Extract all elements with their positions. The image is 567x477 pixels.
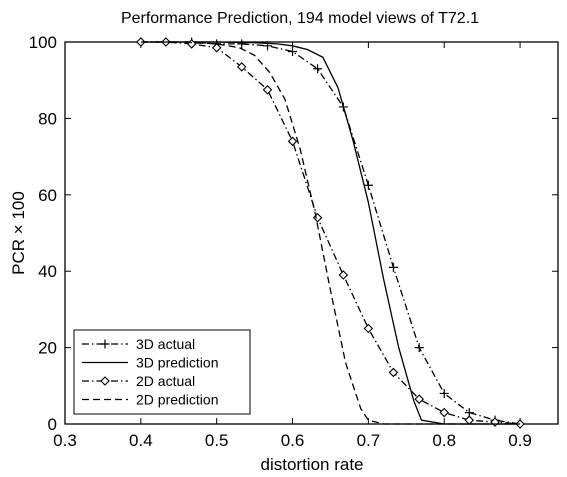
legend-marker — [100, 376, 110, 386]
legend-label: 2D prediction — [136, 392, 219, 408]
y-tick-label: 100 — [29, 33, 57, 52]
legend-item: 2D actual — [82, 373, 195, 389]
x-tick-label: 0.3 — [53, 431, 77, 450]
legend-item: 3D actual — [82, 336, 195, 352]
y-tick-label: 0 — [48, 415, 57, 434]
data-point-2d-actual — [211, 42, 222, 53]
series-3d-prediction — [140, 41, 521, 425]
data-point-3d-actual — [237, 39, 247, 49]
data-point-2d-actual — [464, 415, 475, 425]
data-point-3d-actual — [414, 343, 424, 353]
data-point-2d-actual — [388, 367, 399, 378]
chart-title: Performance Prediction, 194 model views … — [121, 10, 479, 27]
x-axis-label: distortion rate — [261, 455, 364, 474]
legend-marker — [100, 339, 110, 349]
x-tick-label: 0.8 — [432, 431, 456, 450]
legend-label: 2D actual — [136, 373, 195, 389]
y-tick-label: 80 — [38, 109, 57, 128]
series-2d-actual — [136, 37, 525, 429]
x-axis-ticks: 0.3 0.4 0.5 0.6 0.7 0.8 0.9 — [53, 42, 532, 450]
data-point-2d-actual — [338, 270, 349, 280]
data-point-2d-actual — [439, 407, 450, 418]
y-tick-label: 60 — [38, 186, 57, 205]
data-point-3d-actual — [288, 47, 298, 57]
plot-area-frame — [64, 41, 559, 425]
series-2d-prediction — [140, 41, 521, 425]
data-point-2d-actual — [136, 37, 146, 47]
legend-label: 3D actual — [136, 336, 195, 352]
data-point-3d-actual — [313, 64, 323, 74]
series-line-3d-actual — [140, 41, 521, 425]
series-line-3d-prediction — [140, 41, 521, 425]
series-line-2d-prediction — [140, 41, 521, 425]
y-tick-label: 20 — [38, 339, 57, 358]
legend: 3D actual 3D prediction 2D actual 2D predic… — [73, 329, 251, 415]
x-tick-label: 0.9 — [508, 431, 532, 450]
data-point-2d-actual — [287, 136, 298, 147]
y-axis-label: PCR × 100 — [9, 191, 28, 275]
data-point-3d-actual — [439, 388, 449, 398]
series-layer — [136, 37, 525, 429]
data-point-3d-actual — [363, 180, 373, 190]
data-point-2d-actual — [262, 84, 273, 95]
legend-item: 3D prediction — [82, 355, 219, 371]
data-point-2d-actual — [363, 323, 374, 334]
data-point-2d-actual — [236, 62, 247, 72]
x-tick-label: 0.5 — [205, 431, 229, 450]
y-tick-label: 40 — [38, 262, 57, 281]
series-line-2d-actual — [140, 41, 521, 425]
data-point-2d-actual — [414, 394, 424, 404]
x-tick-label: 0.7 — [357, 431, 381, 450]
y-axis-ticks: 0 20 40 60 80 100 — [29, 33, 558, 434]
x-tick-label: 0.6 — [281, 431, 305, 450]
x-tick-label: 0.4 — [129, 431, 153, 450]
data-point-3d-actual — [388, 262, 398, 272]
legend-item: 2D prediction — [82, 392, 219, 408]
legend-label: 3D prediction — [136, 355, 219, 371]
